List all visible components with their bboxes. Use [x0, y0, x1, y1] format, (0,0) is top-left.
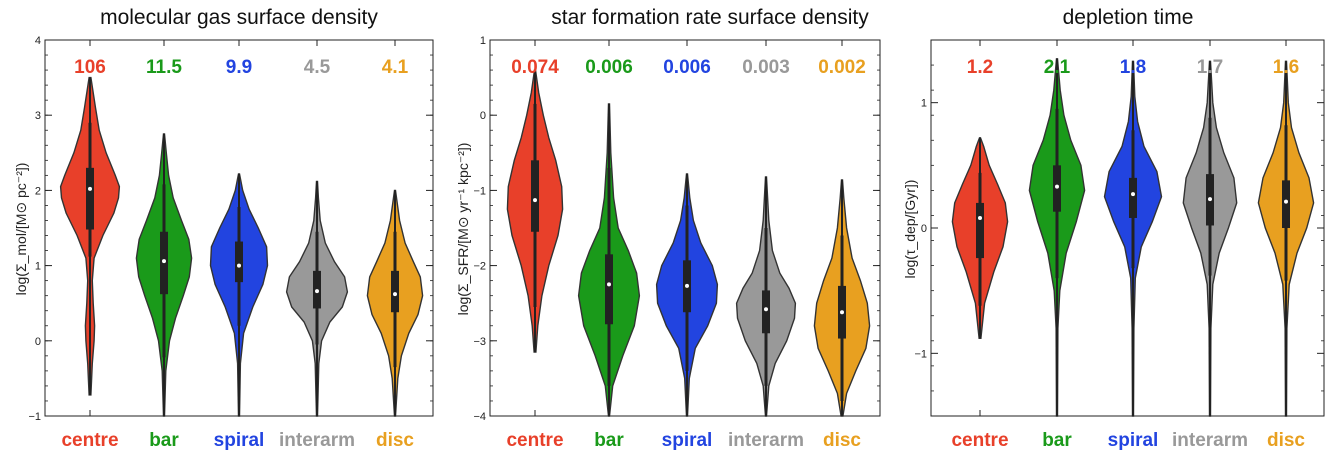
median-marker-centre: [978, 215, 982, 220]
median-marker-bar: [1055, 184, 1059, 189]
iqr-box-spiral: [235, 241, 243, 283]
iqr-box-disc: [391, 270, 399, 313]
stat-label-spiral: 1.8: [1120, 57, 1146, 78]
y-tick-label: 1: [480, 35, 486, 47]
y-tick-label: 0: [35, 336, 41, 348]
median-marker-centre: [88, 186, 92, 191]
category-label-interarm: interarm: [728, 430, 804, 451]
y-axis-label-star-formation: log(Σ_SFR/[M⊙ yr⁻¹ kpc⁻²]): [455, 143, 471, 316]
median-marker-disc: [1284, 199, 1288, 204]
category-label-bar: bar: [594, 430, 624, 451]
y-tick-label: 1: [35, 261, 41, 273]
category-label-spiral: spiral: [1108, 430, 1159, 451]
stat-label-disc: 0.002: [818, 57, 866, 78]
panel-molecular-gas: molecular gas surface density log(Σ_mol/…: [13, 6, 434, 451]
category-label-bar: bar: [1042, 430, 1072, 451]
category-label-spiral: spiral: [662, 430, 713, 451]
y-tick-label: 0: [921, 223, 927, 235]
iqr-box-spiral: [1129, 177, 1137, 218]
stat-label-spiral: 9.9: [226, 57, 252, 78]
y-tick-label: −2: [473, 261, 486, 273]
category-label-disc: disc: [1267, 430, 1305, 451]
iqr-box-interarm: [762, 290, 770, 334]
y-tick-label: −1: [473, 185, 486, 197]
stat-label-centre: 106: [74, 57, 106, 78]
stat-label-interarm: 4.5: [304, 57, 331, 78]
y-tick-label: 1: [921, 98, 927, 110]
median-marker-spiral: [1131, 192, 1135, 197]
median-marker-centre: [533, 198, 537, 203]
stat-label-interarm: 1.7: [1197, 57, 1223, 78]
category-label-disc: disc: [823, 430, 861, 451]
median-marker-bar: [607, 282, 611, 287]
category-label-interarm: interarm: [1172, 430, 1248, 451]
stat-label-interarm: 0.003: [742, 57, 790, 78]
stat-label-bar: 11.5: [146, 57, 182, 78]
plot-area-star-formation: 0.074 centre 0.006 bar 0.006 spiral 0.003 inter…: [473, 35, 881, 451]
panel-depletion-time: depletion time log(τ_dep/[Gyr]) 1.2 centr…: [902, 6, 1325, 451]
iqr-box-bar: [605, 254, 613, 325]
median-marker-disc: [393, 292, 397, 297]
median-marker-disc: [840, 310, 844, 315]
median-marker-interarm: [315, 289, 319, 294]
median-marker-interarm: [764, 307, 768, 312]
plot-frame: [489, 39, 881, 417]
y-tick-label: 3: [35, 110, 41, 122]
y-tick-label: −1: [914, 348, 927, 360]
category-label-disc: disc: [376, 430, 414, 451]
y-tick-label: −4: [473, 411, 486, 423]
stat-label-disc: 4.1: [382, 57, 409, 78]
category-label-centre: centre: [951, 430, 1008, 451]
stat-label-centre: 0.074: [511, 57, 559, 78]
stat-label-disc: 1.6: [1273, 57, 1299, 78]
stat-label-bar: 2.1: [1044, 57, 1071, 78]
stat-label-centre: 1.2: [967, 57, 993, 78]
category-label-interarm: interarm: [279, 430, 355, 451]
median-marker-interarm: [1208, 197, 1212, 202]
stat-label-bar: 0.006: [585, 57, 633, 78]
iqr-box-centre: [531, 160, 539, 232]
category-label-centre: centre: [61, 430, 118, 451]
plot-area-molecular-gas: 106 centre 11.5 bar 9.9 spiral 4.5 interarm 4.1 d…: [28, 35, 434, 451]
category-label-spiral: spiral: [214, 430, 265, 451]
plot-area-depletion-time: 1.2 centre 2.1 bar 1.8 spiral 1.7 interarm 1.6 di…: [914, 39, 1325, 451]
panel-star-formation: star formation rate surface density log(…: [455, 6, 881, 451]
iqr-box-disc: [1282, 180, 1290, 228]
panel-title-star-formation: star formation rate surface density: [551, 6, 869, 29]
y-tick-label: 2: [35, 185, 41, 197]
category-label-centre: centre: [506, 430, 563, 451]
y-axis-label-molecular-gas: log(Σ_mol/[M⊙ pc⁻²]): [13, 163, 29, 296]
category-label-bar: bar: [149, 430, 179, 451]
iqr-box-centre: [976, 202, 984, 259]
panel-title-depletion-time: depletion time: [1063, 6, 1194, 29]
y-tick-label: −1: [28, 411, 41, 423]
stat-label-spiral: 0.006: [663, 57, 711, 78]
y-tick-label: −3: [473, 336, 486, 348]
y-axis-label-depletion-time: log(τ_dep/[Gyr]): [902, 180, 918, 279]
y-tick-label: 4: [35, 35, 41, 47]
median-marker-spiral: [237, 263, 241, 268]
median-marker-bar: [162, 259, 166, 264]
median-marker-spiral: [685, 283, 689, 288]
panel-title-molecular-gas: molecular gas surface density: [100, 6, 378, 29]
iqr-box-centre: [86, 167, 94, 230]
y-tick-label: 0: [480, 110, 486, 122]
